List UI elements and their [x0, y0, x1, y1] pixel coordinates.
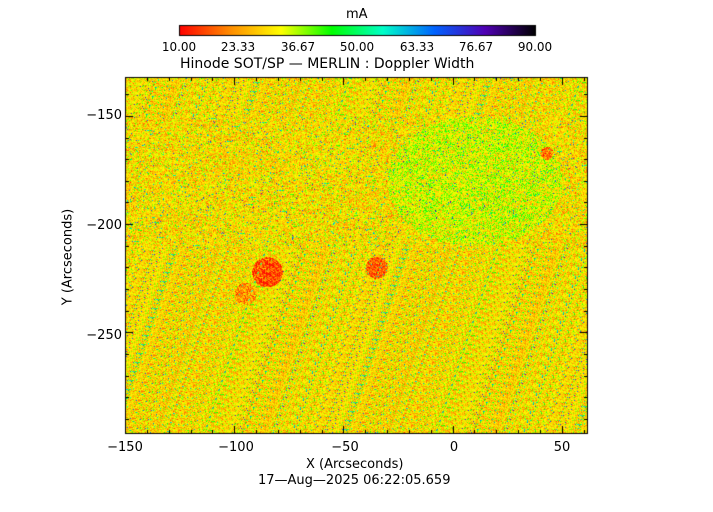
colorbar-tick-label: 90.00 [517, 40, 553, 54]
colorbar-tick-label: 76.67 [458, 40, 494, 54]
colorbar-unit-label: mA [346, 7, 368, 22]
x-tick-label: −150 [107, 440, 143, 455]
y-tick-label: −200 [86, 218, 122, 233]
colorbar-tick-label: 50.00 [339, 40, 375, 54]
x-axis-label: X (Arcseconds) [306, 457, 404, 472]
y-tick-label: −150 [86, 108, 122, 123]
x-tick-label: 0 [449, 440, 459, 455]
colorbar-tick-label: 23.33 [220, 40, 256, 54]
colorbar-tick-label: 36.67 [280, 40, 316, 54]
x-tick-label: 50 [553, 440, 571, 455]
y-axis-label: Y (Arcseconds) [60, 208, 76, 306]
colorbar-tick-label: 63.33 [399, 40, 435, 54]
colorbar-tick-label: 10.00 [161, 40, 197, 54]
x-tick-label: −100 [218, 440, 254, 455]
y-tick-label: −250 [86, 328, 122, 343]
plot-title: Hinode SOT/SP — MERLIN : Doppler Width [180, 56, 475, 72]
x-tick-label: −50 [331, 440, 359, 455]
timestamp: 17—Aug—2025 06:22:05.659 [258, 473, 451, 488]
